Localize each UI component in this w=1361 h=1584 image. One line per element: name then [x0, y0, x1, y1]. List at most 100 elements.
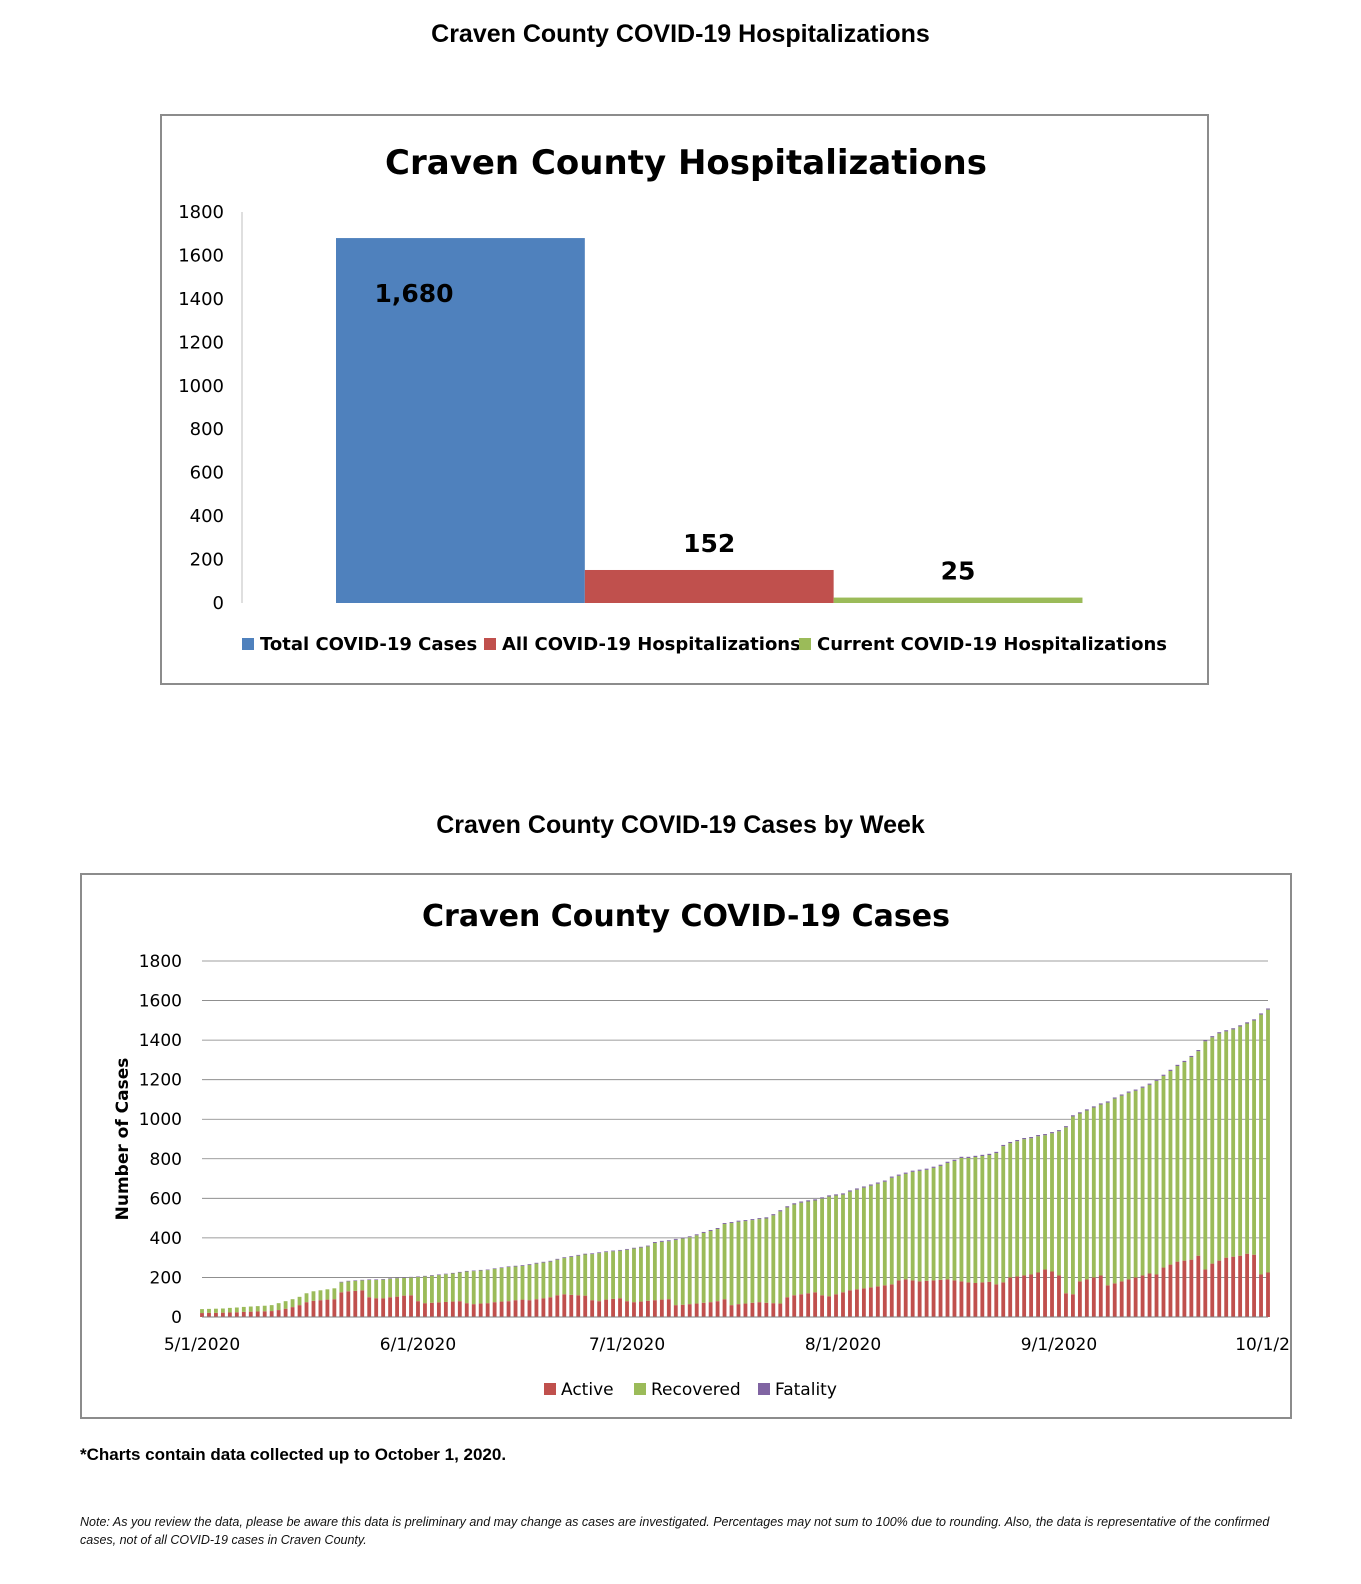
- chart2-bar-active-segment: [1008, 1277, 1013, 1317]
- chart2-bar-fatality-segment: [834, 1194, 838, 1196]
- chart2-bar-fatality-segment: [687, 1236, 692, 1238]
- chart2-bar-recovered-segment: [1266, 1009, 1270, 1273]
- chart2-bar-fatality-segment: [423, 1275, 427, 1277]
- chart2-bar-recovered-segment: [464, 1271, 469, 1304]
- chart2-bar-active-segment: [374, 1298, 379, 1317]
- chart2-bar-fatality-segment: [597, 1252, 602, 1254]
- chart2-bar-recovered-segment: [924, 1169, 929, 1281]
- chart2-bar-fatality-segment: [1119, 1094, 1124, 1096]
- chart2-bar-active-segment: [1119, 1281, 1124, 1317]
- chart1-legend-label: All COVID-19 Hospitalizations: [502, 634, 801, 655]
- chart2-bar-fatality-segment: [583, 1253, 588, 1255]
- chart2-bar-recovered-segment: [729, 1223, 734, 1306]
- chart2-bar-recovered-segment: [276, 1303, 281, 1311]
- chart1-y-tick-label: 1600: [178, 245, 224, 266]
- chart2-bar-recovered-segment: [1105, 1102, 1110, 1286]
- chart1-legend-swatch: [484, 638, 496, 650]
- chart2-bar-fatality-segment: [1133, 1089, 1138, 1091]
- chart2-bar-fatality-segment: [1008, 1141, 1013, 1144]
- chart2-bar-recovered-segment: [694, 1235, 699, 1304]
- chart2-bar-active-segment: [639, 1301, 643, 1317]
- chart2-bar-recovered-segment: [1112, 1098, 1117, 1284]
- chart2-bar-recovered-segment: [1175, 1066, 1180, 1262]
- chart2-bar-active-segment: [1161, 1267, 1166, 1317]
- chart2-bar-recovered-segment: [1182, 1062, 1187, 1261]
- chart2-bar-active-segment: [1259, 1274, 1263, 1317]
- chart2-bar-fatality-segment: [903, 1172, 908, 1174]
- chart2-bar-fatality-segment: [1175, 1064, 1180, 1067]
- chart2-x-tick-label: 9/1/2020: [1021, 1335, 1097, 1355]
- chart2-bar-fatality-segment: [931, 1166, 936, 1168]
- chart2-bar-recovered-segment: [896, 1175, 901, 1281]
- chart2-bar-recovered-segment: [1029, 1138, 1034, 1275]
- chart2-bar-active-segment: [597, 1301, 602, 1317]
- chart2-bar-fatality-segment: [1126, 1091, 1131, 1093]
- chart2-bar-active-segment: [813, 1292, 818, 1317]
- chart2-bar-recovered-segment: [583, 1254, 588, 1296]
- chart2-bar-active-segment: [1077, 1281, 1082, 1317]
- chart2-bar-recovered-segment: [604, 1252, 609, 1300]
- chart2-bar-recovered-segment: [652, 1243, 657, 1301]
- chart2-bar-fatality-segment: [959, 1156, 964, 1158]
- chart2-bar-fatality-segment: [722, 1223, 727, 1225]
- chart2-bar-fatality-segment: [701, 1231, 706, 1233]
- chart2-bar-recovered-segment: [625, 1249, 629, 1302]
- chart2-bar-active-segment: [262, 1311, 267, 1317]
- chart2-bar-recovered-segment: [785, 1207, 790, 1298]
- chart2-bar-recovered-segment: [1224, 1031, 1229, 1258]
- chart2-bar-fatality-segment: [381, 1279, 386, 1280]
- chart2-bar-fatality-segment: [806, 1200, 811, 1202]
- chart2-bar-recovered-segment: [478, 1270, 483, 1304]
- chart2-bar-active-segment: [848, 1290, 852, 1317]
- chart2-bar-recovered-segment: [820, 1198, 825, 1296]
- chart2-bar-recovered-segment: [304, 1293, 309, 1303]
- chart2-bar-recovered-segment: [799, 1202, 804, 1295]
- chart2-bar-active-segment: [576, 1295, 581, 1317]
- chart2-bar-fatality-segment: [785, 1206, 790, 1208]
- chart2-bar-recovered-segment: [611, 1251, 615, 1299]
- chart2-bar-recovered-segment: [1231, 1029, 1236, 1257]
- chart2-bar-active-segment: [1147, 1273, 1152, 1317]
- chart2-bar-recovered-segment: [701, 1232, 706, 1303]
- chart2-bar-recovered-segment: [555, 1259, 560, 1296]
- chart2-bar-fatality-segment: [813, 1199, 818, 1201]
- chart2-bar-recovered-segment: [1022, 1139, 1027, 1276]
- chart2-bar-fatality-segment: [374, 1279, 379, 1281]
- chart2-bar-active-segment: [1029, 1274, 1034, 1317]
- chart2-bar-recovered-segment: [353, 1281, 358, 1291]
- disclaimer-note: Note: As you review the data, please be …: [80, 1515, 1270, 1547]
- chart2-bar-active-segment: [297, 1305, 302, 1317]
- chart1-legend-swatch: [799, 638, 811, 650]
- chart2-bar-recovered-segment: [945, 1162, 950, 1280]
- chart2-bar-active-segment: [834, 1294, 838, 1317]
- chart2-bar-fatality-segment: [666, 1240, 671, 1242]
- chart2-bar-fatality-segment: [1036, 1135, 1040, 1137]
- chart2-bar-active-segment: [339, 1292, 344, 1317]
- chart2-bar-recovered-segment: [200, 1309, 204, 1314]
- chart2-bar-fatality-segment: [1231, 1028, 1236, 1030]
- chart2-bar-fatality-segment: [792, 1203, 797, 1205]
- chart2-bar-fatality-segment: [478, 1269, 483, 1271]
- chart2-bar-recovered-segment: [980, 1156, 985, 1283]
- chart2-bar-fatality-segment: [1077, 1112, 1082, 1114]
- chart2-bar-active-segment: [1015, 1276, 1020, 1317]
- chart2-bar-recovered-segment: [214, 1308, 218, 1313]
- chart2-bar-active-segment: [1175, 1261, 1180, 1317]
- chart2-bar-recovered-segment: [1008, 1143, 1013, 1278]
- chart1-y-tick-label: 600: [190, 463, 224, 484]
- chart2-bar-active-segment: [1203, 1269, 1208, 1317]
- chart2-bar-recovered-segment: [255, 1306, 260, 1312]
- chart2-bar-active-segment: [248, 1311, 253, 1317]
- chart2-bar-active-segment: [1266, 1272, 1270, 1317]
- chart2-bar-active-segment: [1098, 1275, 1103, 1317]
- chart2-x-tick-label: 7/1/2020: [589, 1335, 665, 1355]
- chart2-bar-recovered-segment: [645, 1246, 650, 1301]
- chart2-bar-recovered-segment: [931, 1167, 936, 1281]
- chart2-bar-active-segment: [868, 1287, 873, 1317]
- chart2-x-tick-label: 6/1/2020: [380, 1335, 456, 1355]
- chart2-bar-active-segment: [1126, 1279, 1131, 1317]
- chart2-bar-active-segment: [227, 1312, 232, 1317]
- chart2-bar-recovered-segment: [639, 1247, 643, 1302]
- hospitalizations-chart: Craven County Hospitalizations 0 200 400 600…: [178, 143, 1167, 655]
- chart2-bar-fatality-segment: [485, 1269, 490, 1271]
